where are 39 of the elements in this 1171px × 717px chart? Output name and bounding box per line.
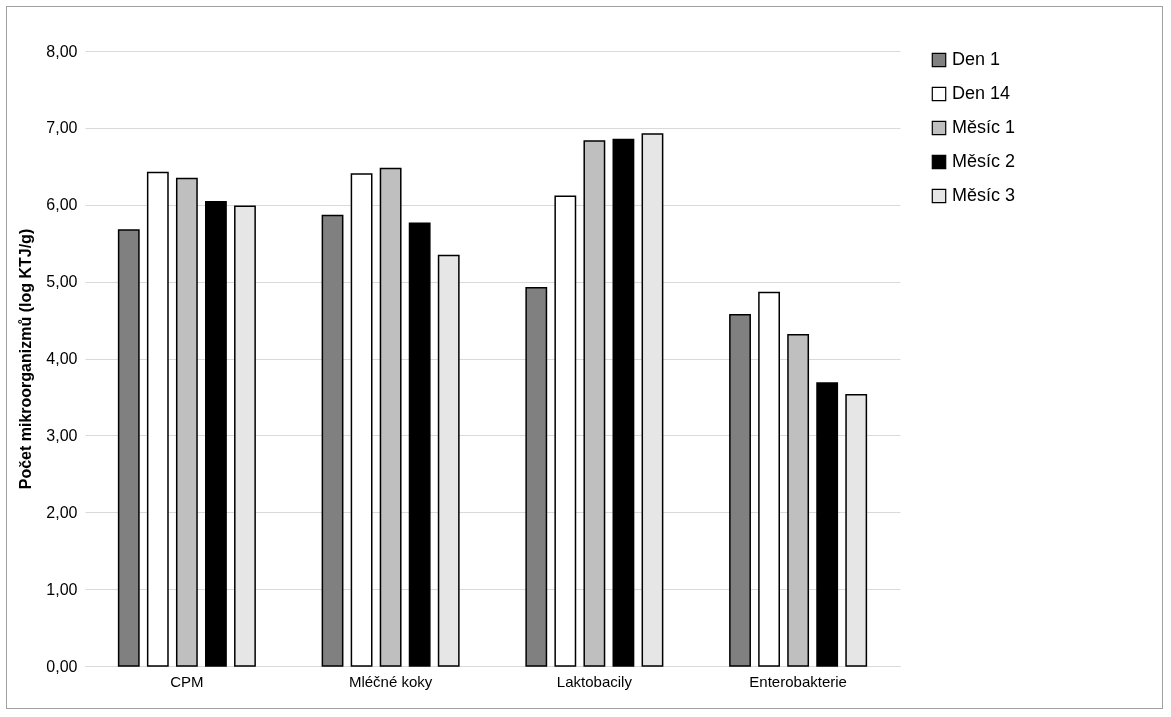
bar (641, 133, 664, 667)
bar (816, 382, 839, 667)
y-tick-label: 5,00 (46, 273, 78, 291)
y-axis-title: Počet mikroorganizmů (log KTJ/g) (17, 228, 35, 490)
bar (554, 195, 577, 667)
bar (408, 222, 431, 667)
bar (758, 291, 780, 667)
legend-label: Měsíc 3 (952, 185, 1016, 205)
legend-label: Den 14 (952, 83, 1011, 103)
bar (583, 140, 606, 667)
y-tick-label: 7,00 (46, 119, 78, 137)
bar (350, 173, 373, 667)
y-tick-label: 0,00 (46, 657, 78, 675)
x-tick-label: Laktobacily (556, 672, 633, 690)
bar (845, 393, 868, 667)
y-tick-label: 6,00 (46, 196, 78, 214)
bar (612, 138, 635, 667)
bar (234, 205, 256, 667)
x-tick-label: Mléčné koky (348, 672, 433, 690)
y-tick-label: 3,00 (46, 426, 78, 444)
legend-label: Měsíc 1 (952, 117, 1016, 137)
x-tick-label: CPM (170, 672, 204, 690)
bar (525, 287, 548, 667)
bar (379, 167, 402, 667)
bar (205, 200, 227, 667)
bar (146, 171, 169, 667)
bar (321, 214, 344, 667)
y-tick-label: 8,00 (46, 42, 78, 60)
bar (787, 333, 810, 667)
bar (175, 177, 198, 667)
bar (437, 254, 460, 667)
bar (117, 229, 140, 667)
x-tick-label: Enterobakterie (749, 672, 847, 690)
y-tick-label: 2,00 (46, 503, 78, 521)
legend-label: Den 1 (952, 49, 1001, 69)
legend-label: Měsíc 2 (952, 151, 1016, 171)
y-tick-label: 4,00 (46, 350, 78, 367)
bar (729, 313, 751, 667)
y-tick-label: 1,00 (46, 580, 78, 598)
